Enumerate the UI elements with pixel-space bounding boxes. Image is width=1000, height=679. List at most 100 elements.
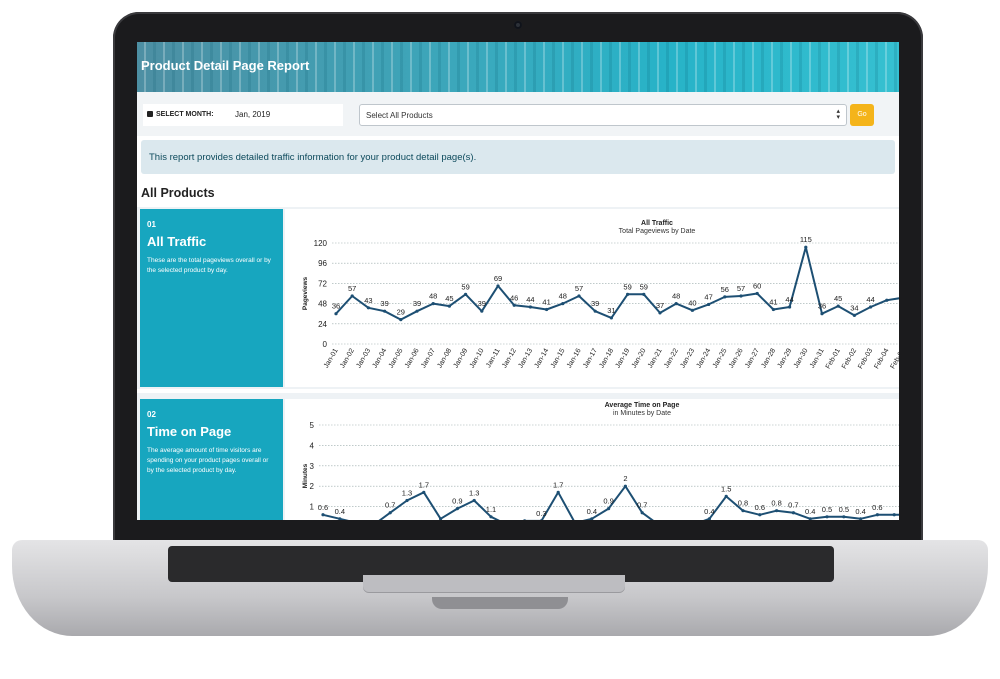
data-point: [338, 517, 342, 520]
x-tick-label: Jan-30: [793, 347, 810, 369]
data-point: [489, 515, 493, 519]
x-tick-label: Jan-21: [647, 347, 664, 369]
data-point: [321, 513, 325, 517]
data-label: 69: [494, 274, 502, 283]
y-tick-label: 5: [310, 421, 315, 430]
y-tick-label: 0: [323, 340, 328, 349]
data-label: 39: [380, 299, 388, 308]
data-label: 44: [785, 295, 793, 304]
chart-title: Average Time on Page: [605, 402, 680, 409]
data-label: 59: [623, 282, 631, 291]
keyboard: [168, 546, 834, 582]
data-label: 45: [834, 294, 842, 303]
data-label: 56: [721, 285, 729, 294]
data-point: [707, 517, 711, 520]
data-point: [496, 284, 500, 288]
data-point: [707, 302, 711, 307]
data-label: 0.9: [452, 497, 462, 506]
data-point: [590, 517, 594, 520]
time-on-page-chart: Average Time on Page in Minutes by Date Mi…: [285, 399, 899, 520]
select-arrows-icon: ▴ ▾: [836, 108, 840, 121]
chart-title: All Traffic: [641, 220, 673, 227]
data-point: [556, 490, 560, 494]
data-point: [690, 308, 694, 312]
x-tick-label: Jan-20: [631, 347, 648, 369]
x-tick-label: Jan-05: [388, 347, 405, 369]
data-point: [859, 517, 863, 520]
x-tick-label: Jan-03: [355, 347, 372, 369]
x-tick-label: Feb-05: [890, 347, 899, 370]
data-label: 39: [591, 299, 599, 308]
data-label: 0.3: [536, 509, 546, 518]
data-point: [561, 302, 565, 306]
data-point: [464, 292, 468, 296]
go-button[interactable]: Go: [850, 104, 874, 126]
data-label: 48: [429, 292, 437, 301]
data-label: 31: [607, 306, 615, 315]
data-label: 29: [397, 308, 405, 317]
data-point: [350, 294, 354, 298]
data-label: 1.7: [553, 480, 563, 489]
card-description: The average amount of time visitors are …: [147, 447, 269, 474]
card-title: Time on Page: [147, 424, 232, 439]
data-label: 46: [510, 293, 518, 302]
data-label: 57: [575, 284, 583, 293]
data-label: 40: [688, 298, 696, 307]
data-label: 44: [526, 295, 534, 304]
data-point: [540, 519, 543, 520]
data-label: 34: [850, 303, 858, 312]
x-tick-label: Jan-16: [566, 347, 583, 369]
data-label: 0.6: [318, 503, 328, 512]
x-tick-label: Jan-07: [420, 347, 437, 369]
info-text: This report provides detailed traffic in…: [149, 152, 477, 163]
product-select[interactable]: Select All Products ▴ ▾: [359, 104, 847, 126]
all-traffic-chart: All Traffic Total Pageviews by Date Pagevi…: [285, 209, 899, 387]
data-point: [885, 298, 889, 302]
data-point: [431, 302, 435, 306]
data-point: [724, 494, 728, 498]
section-heading: All Products: [141, 186, 215, 200]
x-tick-label: Feb-03: [857, 347, 874, 370]
data-label: 0.7: [385, 501, 395, 510]
data-point: [758, 513, 762, 517]
y-tick-label: 96: [318, 259, 327, 268]
data-point: [523, 519, 526, 520]
data-point: [593, 309, 597, 313]
data-point: [775, 509, 779, 513]
data-label: 59: [461, 282, 469, 291]
card-number: 02: [147, 410, 156, 419]
header-banner: Product Detail Page Report: [137, 42, 899, 92]
data-point: [577, 294, 581, 298]
data-label: 48: [559, 292, 567, 301]
webcam-icon: [514, 21, 522, 29]
data-label: 0.4: [855, 507, 865, 516]
y-tick-label: 2: [310, 482, 315, 491]
data-label: 45: [445, 294, 453, 303]
data-point: [388, 511, 392, 515]
data-point: [808, 517, 812, 520]
data-label: 0.7: [637, 501, 647, 510]
x-tick-label: Jan-10: [469, 347, 486, 369]
data-point: [820, 312, 824, 316]
lid-notch: [432, 597, 568, 609]
chart-subtitle: Total Pageviews by Date: [619, 228, 696, 235]
data-point: [804, 245, 808, 249]
data-label: 115: [800, 235, 812, 244]
month-picker[interactable]: SELECT MONTH: Jan, 2019: [143, 104, 343, 126]
data-label: 41: [769, 297, 777, 306]
page-title: Product Detail Page Report: [141, 58, 310, 73]
data-label: 47: [704, 292, 712, 301]
data-label: 60: [753, 282, 761, 291]
data-label: 0.6: [872, 503, 882, 512]
data-label: 39: [478, 299, 486, 308]
chart-subtitle: in Minutes by Date: [613, 410, 671, 417]
trackpad: [363, 575, 625, 593]
data-point: [366, 306, 370, 310]
data-label: 0.8: [771, 499, 781, 508]
data-label: 0.4: [704, 507, 714, 516]
time-on-page-panel: 02 Time on Page The average amount of ti…: [137, 393, 899, 520]
data-label: 57: [348, 284, 356, 293]
x-tick-label: Jan-27: [744, 347, 761, 369]
x-tick-label: Jan-28: [760, 347, 777, 369]
